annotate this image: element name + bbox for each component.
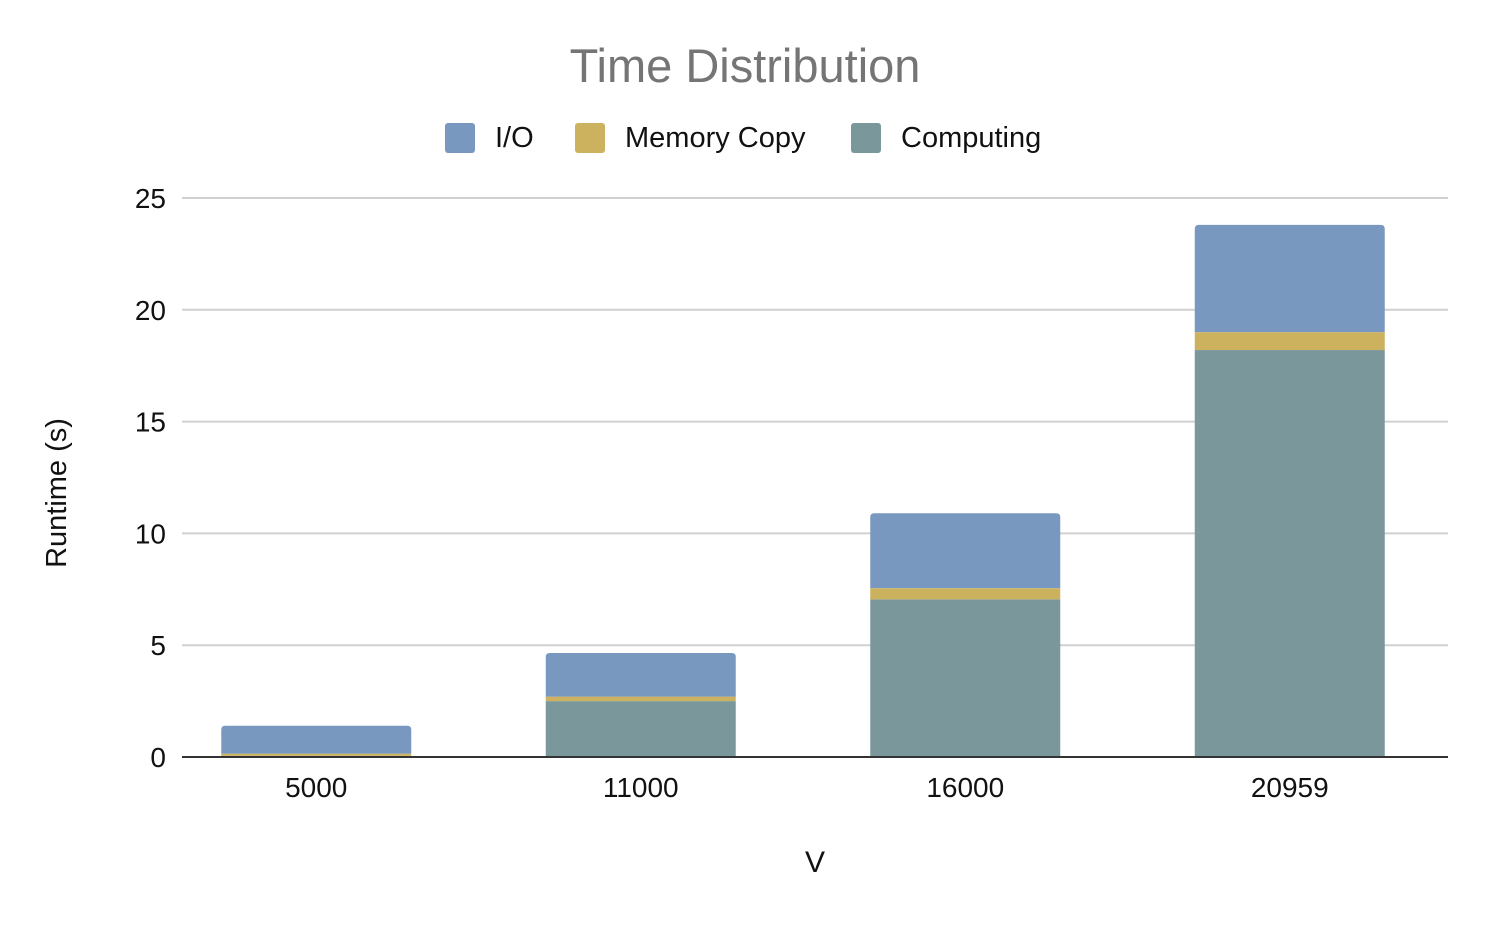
- legend-label-memory-copy: Memory Copy: [625, 122, 806, 154]
- bar-stack-20959: [1194, 224, 1385, 757]
- bar-memory-copy-16000: [870, 588, 1061, 600]
- bar-stack-16000: [870, 513, 1061, 757]
- bar-memory-copy-20959: [1194, 332, 1385, 351]
- legend-swatch-i-o: [445, 123, 475, 153]
- y-tick-label-10: 10: [135, 518, 166, 549]
- chart-title: Time Distribution: [570, 39, 921, 92]
- legend-label-i-o: I/O: [495, 122, 534, 154]
- legend-swatch-computing: [851, 123, 881, 153]
- y-tick-label-20: 20: [135, 295, 166, 326]
- legend-item-i-o: I/O: [445, 122, 534, 154]
- x-tick-label-5000: 5000: [285, 772, 347, 803]
- bar-computing-20959: [1194, 350, 1385, 757]
- x-axis-ticks: 5000 11000 16000 20959: [285, 772, 1329, 803]
- bar-i-o-11000: [545, 653, 736, 697]
- x-tick-label-20959: 20959: [1251, 772, 1329, 803]
- bar-memory-copy-5000: [221, 753, 412, 756]
- y-tick-label-15: 15: [135, 407, 166, 438]
- y-axis-ticks: 0 5 10 15 20 25: [135, 183, 166, 773]
- y-tick-label-0: 0: [150, 742, 166, 773]
- legend-swatch-memory-copy: [575, 123, 605, 153]
- bar-stack-11000: [545, 653, 736, 757]
- bar-i-o-20959: [1194, 224, 1385, 333]
- legend: I/O Memory Copy Computing: [445, 122, 1041, 154]
- legend-item-memory-copy: Memory Copy: [575, 122, 806, 154]
- x-tick-label-16000: 16000: [926, 772, 1004, 803]
- y-axis-label: Runtime (s): [41, 418, 73, 568]
- bar-stack-5000: [221, 725, 412, 757]
- x-tick-label-11000: 11000: [603, 772, 679, 803]
- x-axis-label: V: [805, 846, 825, 879]
- bar-i-o-16000: [870, 513, 1061, 589]
- bar-computing-11000: [545, 701, 736, 757]
- legend-label-computing: Computing: [901, 122, 1041, 154]
- y-tick-label-25: 25: [135, 183, 166, 214]
- bar-computing-16000: [870, 599, 1061, 757]
- legend-item-computing: Computing: [851, 122, 1041, 154]
- bars: [221, 224, 1385, 757]
- bar-i-o-5000: [221, 725, 412, 754]
- bar-memory-copy-11000: [545, 696, 736, 702]
- y-tick-label-5: 5: [150, 630, 166, 661]
